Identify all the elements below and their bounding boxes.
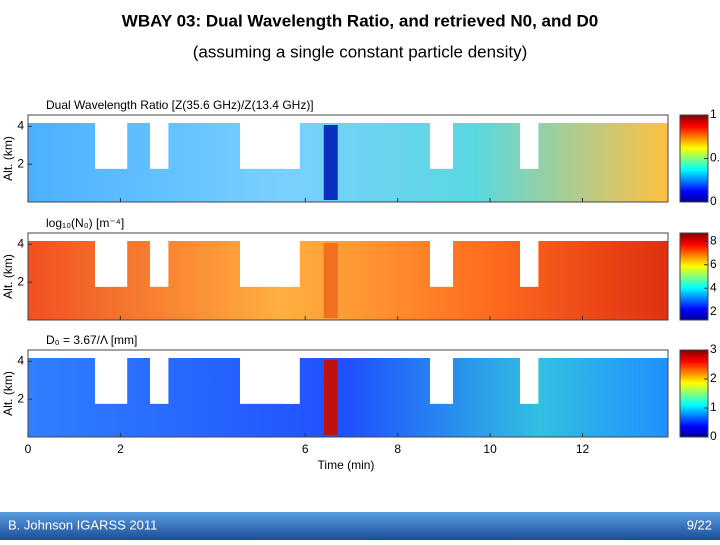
x-tick-label: 0 (25, 442, 32, 456)
data-gap (150, 121, 169, 169)
y-tick-label: 2 (17, 156, 24, 170)
panels: Dual Wavelength Ratio [Z(35.6 GHz)/Z(13.… (1, 98, 720, 456)
y-label: Alt. (km) (1, 136, 15, 181)
y-tick-label: 2 (17, 274, 24, 288)
title: WBAY 03: Dual Wavelength Ratio, and retr… (122, 11, 598, 30)
heatmap-streak (323, 360, 338, 435)
panel-title: Dual Wavelength Ratio [Z(35.6 GHz)/Z(13.… (46, 98, 314, 112)
panel-frame (27, 349, 669, 438)
colorbar-tick-label: 3 (710, 342, 717, 356)
y-tick-label: 4 (17, 237, 24, 251)
panel-title: D₀ = 3.67/Λ [mm] (46, 333, 137, 347)
colorbar-tick-label: 1 (710, 107, 717, 121)
data-gap (430, 121, 453, 169)
data-gap (520, 239, 539, 287)
colorbar-tick-label: 2 (710, 304, 717, 318)
y-label: Alt. (km) (1, 254, 15, 299)
data-gap (430, 356, 453, 404)
colorbar (679, 114, 709, 203)
heatmap-streak (323, 243, 338, 318)
heatmap-streak (323, 125, 338, 200)
data-gap (430, 239, 453, 287)
data-gap (285, 239, 295, 287)
data-gap (520, 356, 539, 404)
panel-frame (27, 232, 669, 321)
data-gap (95, 239, 128, 287)
footer-left: B. Johnson IGARSS 2011 (8, 517, 157, 532)
x-tick-label: 10 (483, 442, 497, 456)
heatmap (28, 358, 668, 437)
footer-right: 9/22 (687, 517, 712, 532)
colorbar-tick-label: 4 (710, 280, 717, 294)
colorbar-tick-label: 0.5 (710, 151, 720, 165)
heatmap (28, 123, 668, 202)
x-tick-label: 2 (117, 442, 124, 456)
panel-frame (27, 114, 669, 203)
subtitle: (assuming a single constant particle den… (193, 42, 528, 61)
colorbar (679, 349, 709, 438)
x-tick-label: 12 (576, 442, 590, 456)
x-label: Time (min) (318, 458, 375, 472)
colorbar (679, 232, 709, 321)
x-tick-label: 6 (302, 442, 309, 456)
heatmap (28, 241, 668, 320)
colorbar-tick-label: 1 (710, 400, 717, 414)
data-gap (285, 356, 295, 404)
colorbar-tick-label: 8 (710, 233, 717, 247)
colorbar-tick-label: 0 (710, 194, 717, 208)
y-label: Alt. (km) (1, 371, 15, 416)
x-tick-label: 8 (394, 442, 401, 456)
data-gap (95, 121, 128, 169)
y-tick-label: 4 (17, 119, 24, 133)
y-tick-label: 4 (17, 354, 24, 368)
data-gap (150, 239, 169, 287)
data-gap (520, 121, 539, 169)
colorbar-tick-label: 0 (710, 429, 717, 443)
footer-bar (0, 512, 720, 540)
y-tick-label: 2 (17, 391, 24, 405)
panel-title: log₁₀(N₀) [m⁻⁴] (46, 216, 124, 230)
data-gap (285, 121, 295, 169)
colorbar-tick-label: 2 (710, 371, 717, 385)
data-gap (95, 356, 128, 404)
colorbar-tick-label: 6 (710, 257, 717, 271)
data-gap (150, 356, 169, 404)
